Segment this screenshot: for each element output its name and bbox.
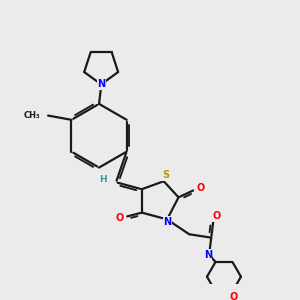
Text: N: N — [164, 217, 172, 226]
Text: N: N — [204, 250, 212, 260]
Text: O: O — [230, 292, 238, 300]
Text: O: O — [116, 213, 124, 223]
Text: CH₃: CH₃ — [24, 111, 40, 120]
Text: H: H — [99, 175, 107, 184]
Text: S: S — [162, 170, 169, 180]
Text: O: O — [196, 183, 205, 193]
Text: N: N — [97, 80, 105, 89]
Text: O: O — [213, 212, 221, 221]
